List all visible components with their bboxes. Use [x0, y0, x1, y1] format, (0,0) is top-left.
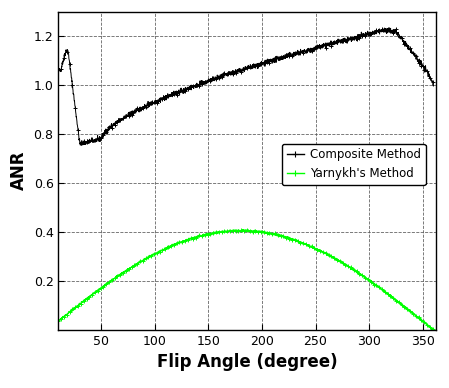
- Composite Method: [228, 70, 233, 74]
- X-axis label: Flip Angle (degree): Flip Angle (degree): [157, 353, 337, 371]
- Composite Method: [75, 124, 80, 128]
- Composite Method: [420, 63, 425, 68]
- Yarnykh's Method: [75, 304, 80, 309]
- Legend: Composite Method, Yarnykh's Method: Composite Method, Yarnykh's Method: [282, 144, 426, 185]
- Yarnykh's Method: [431, 327, 436, 331]
- Composite Method: [238, 69, 244, 73]
- Composite Method: [387, 26, 392, 30]
- Yarnykh's Method: [420, 319, 425, 323]
- Composite Method: [420, 64, 426, 69]
- Composite Method: [431, 84, 436, 88]
- Yarnykh's Method: [420, 318, 425, 323]
- Yarnykh's Method: [56, 318, 61, 323]
- Yarnykh's Method: [430, 327, 435, 332]
- Y-axis label: ANR: ANR: [10, 151, 28, 191]
- Yarnykh's Method: [351, 268, 357, 272]
- Line: Composite Method: Composite Method: [56, 26, 436, 147]
- Yarnykh's Method: [241, 227, 246, 232]
- Yarnykh's Method: [238, 228, 243, 233]
- Composite Method: [56, 68, 61, 72]
- Yarnykh's Method: [228, 228, 233, 233]
- Line: Yarnykh's Method: Yarnykh's Method: [56, 228, 436, 332]
- Composite Method: [351, 36, 357, 40]
- Composite Method: [79, 143, 84, 147]
